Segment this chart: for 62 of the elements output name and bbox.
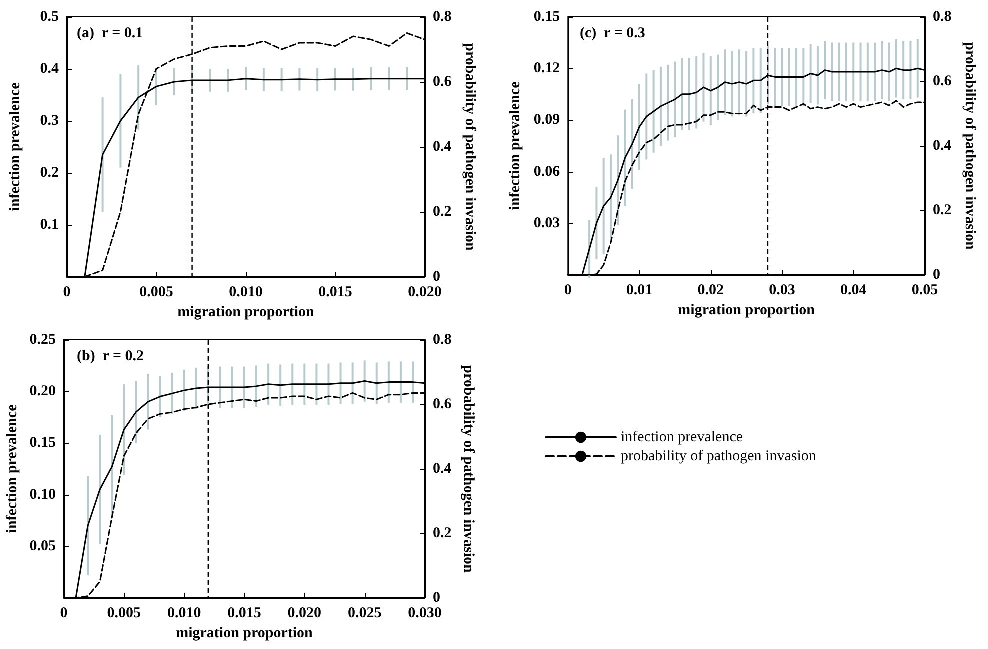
y-tick-label: 0.5 bbox=[40, 9, 59, 25]
y2-axis-title: probability of pathogen invasion bbox=[462, 43, 478, 252]
x-tick-label: 0.020 bbox=[288, 606, 322, 622]
x-tick-label: 0.010 bbox=[229, 284, 263, 300]
y2-tick-label: 0.8 bbox=[433, 9, 452, 25]
x-tick-label: 0.005 bbox=[107, 606, 142, 622]
y-tick-label: 0.15 bbox=[30, 435, 56, 452]
x-axis-title: migration proportion bbox=[176, 625, 314, 642]
y-axis-title: infection prevalence bbox=[8, 82, 24, 212]
y-tick-label: 0.25 bbox=[30, 332, 56, 348]
y2-tick-label: 0 bbox=[933, 267, 940, 283]
y2-tick-label: 0.8 bbox=[933, 9, 952, 25]
y2-axis-title: probability of pathogen invasion bbox=[460, 365, 476, 574]
y-tick-label: 0.3 bbox=[40, 113, 59, 129]
y-axis-title: infection prevalence bbox=[4, 404, 20, 534]
x-tick-label: 0.02 bbox=[698, 282, 724, 298]
y2-tick-label: 0 bbox=[433, 269, 440, 285]
x-tick-label: 0.020 bbox=[408, 284, 442, 300]
y-tick-label: 0.4 bbox=[40, 61, 60, 77]
x-axis-title: migration proportion bbox=[678, 302, 816, 318]
x-tick-label: 0.025 bbox=[348, 606, 382, 622]
y2-tick-label: 0.2 bbox=[433, 204, 452, 220]
x-tick-label: 0.04 bbox=[840, 282, 868, 298]
text: (c) r = 0.3 bbox=[580, 26, 646, 42]
text: (a) r = 0.1 bbox=[77, 26, 144, 42]
y2-axis-title: probability of pathogen invasion bbox=[962, 42, 978, 250]
x-tick-label: 0.030 bbox=[408, 606, 442, 622]
y-tick-label: 0.1 bbox=[40, 217, 59, 233]
y-tick-label: 0.09 bbox=[534, 112, 560, 128]
x-tick-label: 0 bbox=[60, 606, 68, 622]
y-tick-label: 0.06 bbox=[534, 164, 561, 180]
x-axis-title: migration proportion bbox=[178, 304, 316, 320]
legend-label: infection prevalence bbox=[621, 430, 744, 446]
y2-tick-label: 0.6 bbox=[933, 74, 952, 90]
y-tick-label: 0.05 bbox=[30, 538, 56, 554]
y2-tick-label: 0.2 bbox=[933, 202, 952, 218]
x-tick-label: 0 bbox=[63, 284, 71, 300]
y2-tick-label: 0.8 bbox=[433, 332, 452, 348]
y-tick-label: 0.12 bbox=[534, 60, 560, 77]
y2-tick-label: 0 bbox=[433, 590, 440, 606]
y-tick-label: 0.03 bbox=[534, 215, 560, 232]
y-tick-label: 0.10 bbox=[30, 486, 56, 503]
y-axis-title: infection prevalence bbox=[508, 81, 524, 210]
y2-tick-label: 0.2 bbox=[433, 526, 452, 542]
text: (b) r = 0.2 bbox=[77, 348, 144, 364]
y-tick-label: 0.20 bbox=[30, 384, 56, 400]
y2-tick-label: 0.6 bbox=[433, 396, 452, 412]
y2-tick-label: 0.4 bbox=[433, 139, 452, 155]
y2-tick-label: 0.4 bbox=[933, 138, 952, 154]
x-tick-label: 0.03 bbox=[769, 282, 796, 298]
y2-tick-label: 0.4 bbox=[433, 461, 452, 477]
x-tick-label: 0.010 bbox=[167, 606, 202, 622]
y-tick-label: 0.15 bbox=[534, 9, 560, 25]
y2-tick-label: 0.6 bbox=[433, 74, 452, 90]
x-tick-label: 0.015 bbox=[228, 606, 262, 622]
x-tick-label: 0 bbox=[564, 282, 572, 298]
x-tick-label: 0.005 bbox=[140, 284, 174, 300]
x-tick-label: 0.015 bbox=[318, 284, 352, 300]
y-tick-label: 0.2 bbox=[40, 165, 59, 181]
legend-label: probability of pathogen invasion bbox=[621, 448, 817, 464]
x-tick-label: 0.05 bbox=[912, 282, 938, 298]
x-tick-label: 0.01 bbox=[626, 282, 653, 298]
